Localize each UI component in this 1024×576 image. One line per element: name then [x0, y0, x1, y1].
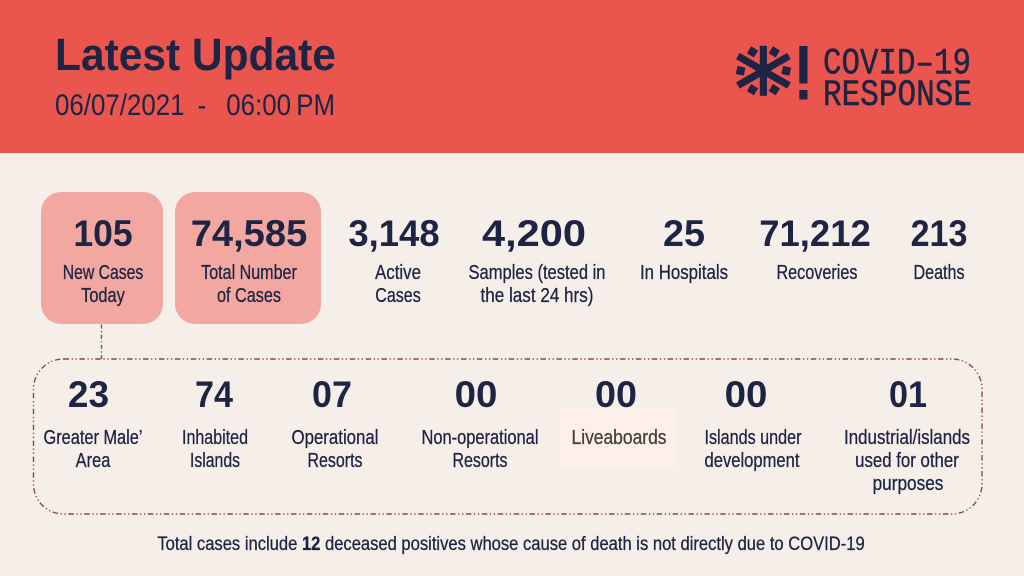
- svg-text:RESPONSE: RESPONSE: [823, 75, 972, 117]
- svg-text:COVID–19: COVID–19: [823, 43, 971, 85]
